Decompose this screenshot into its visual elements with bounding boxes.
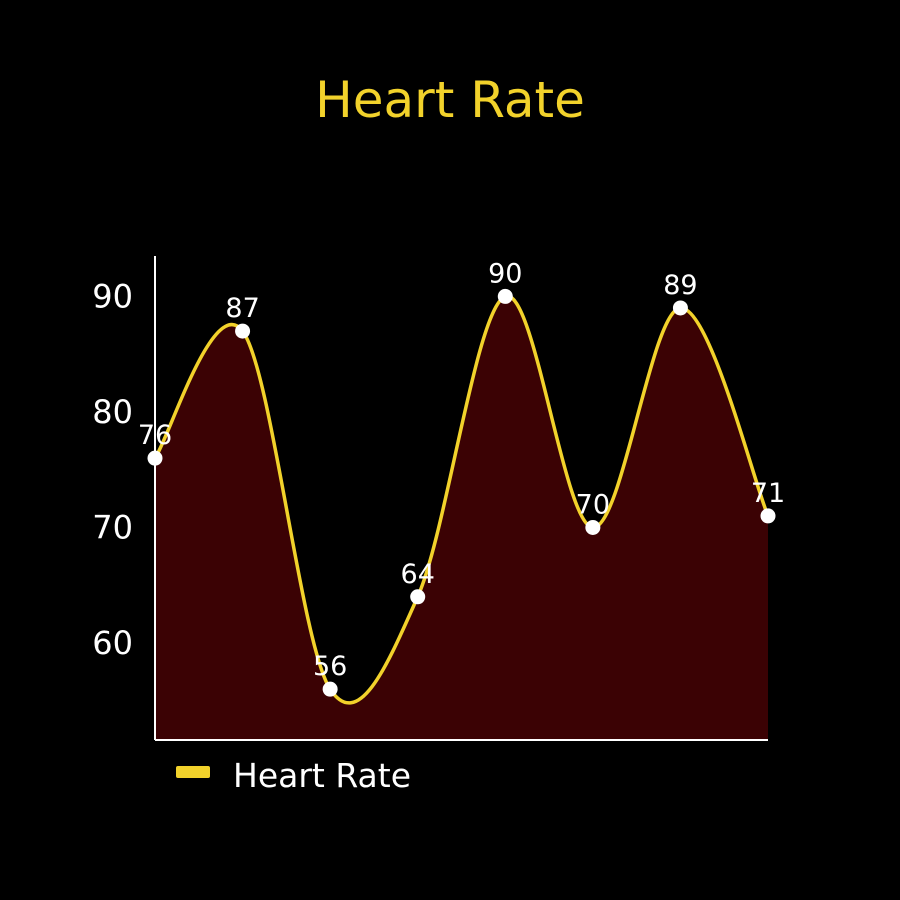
data-label-3: 64 <box>401 559 435 590</box>
data-point-6 <box>672 300 688 316</box>
y-tick-label-90: 90 <box>92 277 133 315</box>
data-point-markers <box>147 288 776 697</box>
y-tick-label-60: 60 <box>92 624 133 662</box>
legend: Heart Rate <box>176 756 411 795</box>
chart-title: Heart Rate <box>315 71 585 129</box>
legend-swatch-heart-rate <box>176 766 210 778</box>
data-label-6: 89 <box>663 270 697 301</box>
data-point-1 <box>235 323 251 339</box>
heart-rate-series-line <box>153 294 770 705</box>
data-label-1: 87 <box>225 293 259 324</box>
data-label-7: 71 <box>751 478 785 509</box>
data-point-7 <box>760 508 776 524</box>
data-label-5: 70 <box>576 489 610 520</box>
data-point-4 <box>497 288 513 304</box>
legend-label-heart-rate: Heart Rate <box>233 756 411 795</box>
heart-rate-area-fill <box>155 296 768 740</box>
y-axis-ticks: 60 70 80 90 <box>92 277 133 662</box>
y-tick-label-80: 80 <box>92 393 133 431</box>
data-point-2 <box>322 681 338 697</box>
data-point-0 <box>147 450 163 466</box>
data-labels: 76 87 56 64 90 70 89 71 <box>138 258 785 682</box>
data-label-4: 90 <box>488 258 522 289</box>
y-tick-label-70: 70 <box>92 508 133 546</box>
data-label-2: 56 <box>313 651 347 682</box>
data-label-0: 76 <box>138 420 172 451</box>
data-point-3 <box>410 589 426 605</box>
data-point-5 <box>585 519 601 535</box>
